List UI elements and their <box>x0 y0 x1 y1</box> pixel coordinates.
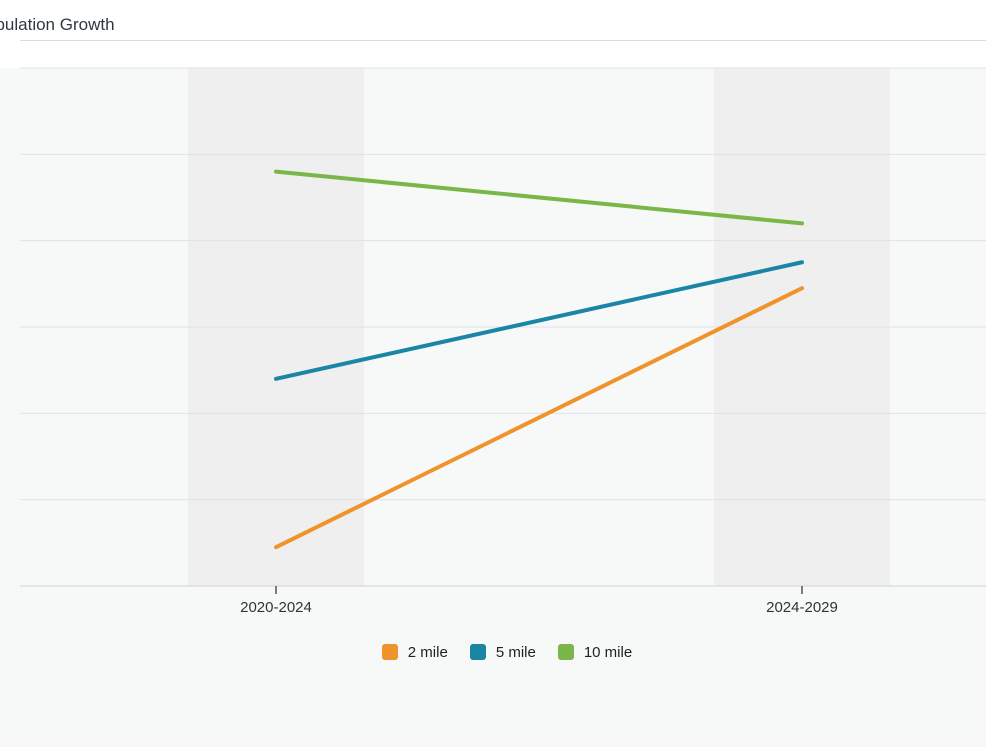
legend-item-2-mile[interactable]: 2 mile <box>381 643 448 661</box>
title-divider <box>20 40 986 41</box>
legend-swatch <box>557 644 574 660</box>
legend-label: 10 mile <box>583 643 633 661</box>
legend-item-5-mile[interactable]: 5 mile <box>469 643 536 661</box>
series-line-2-mile <box>274 286 804 550</box>
legend-label: 5 mile <box>495 643 536 661</box>
legend-item-10-mile[interactable]: 10 mile <box>557 643 633 661</box>
gridlines <box>20 67 986 587</box>
x-tick-label: 2020-2024 <box>240 599 312 616</box>
x-tick-label: 2024-2029 <box>766 599 838 616</box>
series-line-5-mile <box>274 260 804 381</box>
chart-title: opulation Growth <box>0 13 986 41</box>
series-lines <box>274 169 804 550</box>
chart-title-text: opulation Growth <box>0 15 115 34</box>
header-band <box>0 0 986 68</box>
legend: 2 mile 5 mile 10 mile <box>0 640 986 664</box>
x-axis <box>275 586 803 594</box>
x-tick-labels: 2020-2024 2024-2029 <box>240 599 838 616</box>
series-line-10-mile <box>274 169 804 226</box>
legend-swatch <box>381 644 398 660</box>
legend-label: 2 mile <box>407 643 448 661</box>
legend-swatch <box>469 644 486 660</box>
